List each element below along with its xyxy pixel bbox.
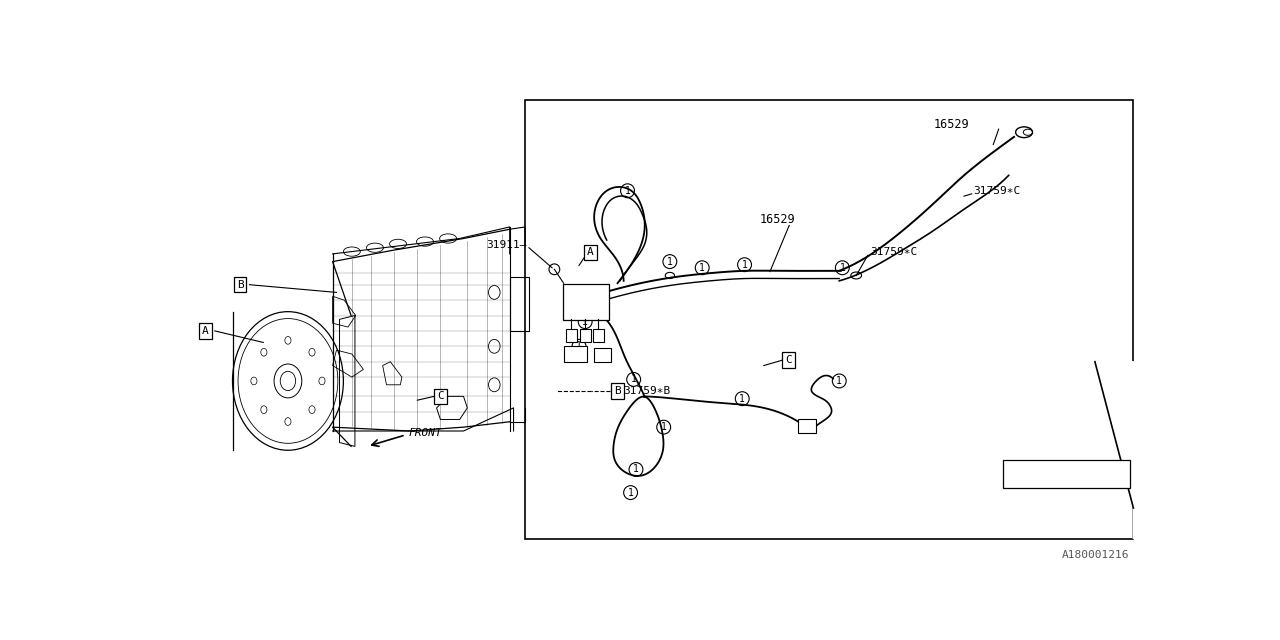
Text: 1: 1 xyxy=(634,465,639,474)
Text: 1: 1 xyxy=(660,422,667,432)
Text: 16529: 16529 xyxy=(933,118,969,131)
Bar xyxy=(509,277,529,331)
Bar xyxy=(1002,460,1129,488)
FancyBboxPatch shape xyxy=(797,419,817,433)
Text: 1: 1 xyxy=(840,263,845,273)
Text: 1: 1 xyxy=(627,488,634,498)
Text: FRONT: FRONT xyxy=(408,428,442,438)
Bar xyxy=(580,328,590,342)
Text: 1: 1 xyxy=(631,374,636,385)
Bar xyxy=(566,328,577,342)
Text: 31911—: 31911— xyxy=(486,239,526,250)
Text: 16529: 16529 xyxy=(760,212,796,226)
Text: C: C xyxy=(785,355,792,365)
Text: 1: 1 xyxy=(576,341,582,351)
Text: A180001216: A180001216 xyxy=(1062,550,1129,561)
Text: 31759∗B: 31759∗B xyxy=(623,386,671,396)
Bar xyxy=(594,348,612,362)
Text: C: C xyxy=(436,391,444,401)
Text: 1: 1 xyxy=(582,317,588,326)
Bar xyxy=(593,328,604,342)
Text: 1: 1 xyxy=(667,257,673,267)
Bar xyxy=(563,346,586,362)
Text: 31759∗C: 31759∗C xyxy=(870,247,918,257)
Polygon shape xyxy=(1094,362,1133,539)
Text: 31759∗C: 31759∗C xyxy=(973,186,1020,196)
Text: 1: 1 xyxy=(836,376,842,386)
FancyBboxPatch shape xyxy=(563,284,609,320)
Text: A: A xyxy=(588,247,594,257)
Bar xyxy=(525,100,1133,539)
Text: A: A xyxy=(202,326,209,336)
Text: 1: 1 xyxy=(740,394,745,404)
Text: 1: 1 xyxy=(591,295,598,305)
Text: B: B xyxy=(614,386,621,396)
Text: 1: 1 xyxy=(699,263,705,273)
Text: 31759∗A: 31759∗A xyxy=(1027,469,1076,482)
Text: 1: 1 xyxy=(625,186,631,196)
Text: 1: 1 xyxy=(1014,470,1019,481)
Text: 1: 1 xyxy=(741,260,748,269)
Text: B: B xyxy=(237,280,243,290)
